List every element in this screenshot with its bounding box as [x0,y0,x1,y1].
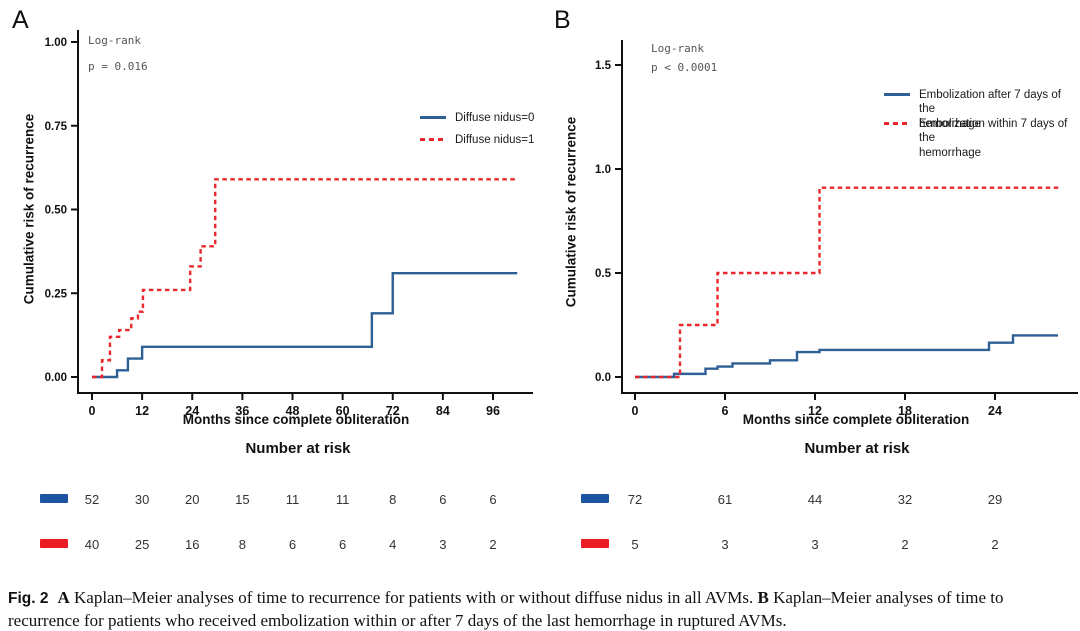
risk-count: 3 [439,537,446,552]
risk-count: 8 [389,492,396,507]
y-tick-label: 0.25 [45,288,68,300]
x-tick-label: 12 [808,404,822,418]
risk-count: 15 [235,492,249,507]
panel-a-label: A [12,6,29,34]
risk-count: 52 [85,492,99,507]
y-tick-label: 0.5 [595,268,612,280]
risk-count: 8 [239,537,246,552]
caption-b-label: B [757,588,769,607]
y-tick-label: 1.00 [45,37,67,49]
risk-count: 3 [721,537,728,552]
x-tick-label: 24 [185,404,199,418]
x-tick-label: 0 [89,404,96,418]
y-tick-label: 0.50 [45,205,67,217]
panel-b-x-axis-title: Months since complete obliteration [742,412,970,427]
risk-count: 4 [389,537,396,552]
risk-count: 2 [901,537,908,552]
y-tick-label: 0.00 [45,372,67,384]
panel-b-y-axis-title: Cumulative risk of recurrence [563,116,579,308]
km-curve-red [92,178,518,379]
risk-count: 44 [808,492,822,507]
legend-label: Diffuse nidus=1 [455,134,535,146]
risk-count: 2 [489,537,496,552]
legend-label: Embolization after 7 days of the hemorrh… [919,89,1061,130]
risk-count: 6 [439,492,446,507]
risk-row-marker-blue [40,494,68,503]
red-dashed-line-icon [420,138,446,141]
panel-a-pvalue: p = 0.016 [88,60,148,73]
blue-solid-line-icon [884,93,910,96]
risk-count: 6 [289,537,296,552]
risk-row-marker-blue [581,494,609,503]
panel-a-x-axis-title: Months since complete obliteration [182,412,410,427]
y-tick-label: 1.0 [595,164,611,176]
risk-count: 32 [898,492,912,507]
risk-count: 40 [85,537,99,552]
risk-count: 2 [991,537,998,552]
panel-a-legend-item-nidus1: Diffuse nidus=1 [420,133,534,147]
caption-b-text: Kaplan–Meier analyses of time to recurre… [8,588,1004,630]
panel-b-pvalue: p < 0.0001 [651,61,718,74]
legend-label: Diffuse nidus=0 [455,112,535,124]
risk-count: 72 [628,492,642,507]
risk-count: 11 [336,492,350,507]
legend-label: Embolization within 7 days of the hemorr… [919,118,1068,159]
axis-frame [77,30,533,394]
panel-b-label: B [554,6,571,34]
risk-count: 25 [135,537,149,552]
risk-count: 29 [988,492,1002,507]
km-curve-blue [92,271,518,379]
risk-row-marker-red [581,539,609,548]
x-tick-label: 60 [336,404,350,418]
panel-b-legend-item-after7: Embolization after 7 days of the hemorrh… [884,88,1080,131]
risk-count: 16 [185,537,199,552]
panel-a-logrank-text: Log-rank [88,34,141,47]
x-tick-label: 0 [632,404,639,418]
y-tick-label: 0.75 [45,121,68,133]
km-curve-red [635,186,1061,379]
risk-count: 20 [185,492,199,507]
risk-count: 5 [631,537,638,552]
y-tick-label: 0.0 [595,372,611,384]
caption-a-label: A [57,588,70,607]
x-tick-label: 12 [135,404,149,418]
x-tick-label: 18 [898,404,912,418]
risk-count: 3 [811,537,818,552]
x-tick-label: 96 [486,404,500,418]
panel-b-number-at-risk-title: Number at risk [804,440,910,457]
km-curve-blue [635,334,1058,379]
blue-solid-line-icon [420,116,446,119]
caption-fig-label: Fig. 2 [8,590,49,607]
axis-frame [621,40,1078,394]
panel-b-legend-item-within7: Embolization within 7 days of the hemorr… [884,117,1080,160]
panel-a-y-axis-title: Cumulative risk of recurrence [21,113,37,305]
figure-caption: Fig. 2 A Kaplan–Meier analyses of time to… [8,587,1072,631]
y-tick-label: 1.5 [595,60,612,72]
risk-count: 30 [135,492,149,507]
panel-a-legend-item-nidus0: Diffuse nidus=0 [420,111,534,125]
x-tick-label: 6 [722,404,729,418]
risk-row-marker-red [40,539,68,548]
x-tick-label: 24 [988,404,1002,418]
x-tick-label: 48 [286,404,300,418]
risk-count: 6 [489,492,496,507]
x-tick-label: 84 [436,404,450,418]
caption-a-text: Kaplan–Meier analyses of time to recurre… [69,588,758,607]
risk-count: 61 [718,492,732,507]
panel-a-number-at-risk-title: Number at risk [245,440,351,457]
risk-count: 6 [339,537,346,552]
panel-b-logrank-text: Log-rank [651,42,704,55]
risk-count: 11 [286,492,300,507]
red-dashed-line-icon [884,122,910,125]
x-tick-label: 72 [386,404,400,418]
x-tick-label: 36 [235,404,249,418]
